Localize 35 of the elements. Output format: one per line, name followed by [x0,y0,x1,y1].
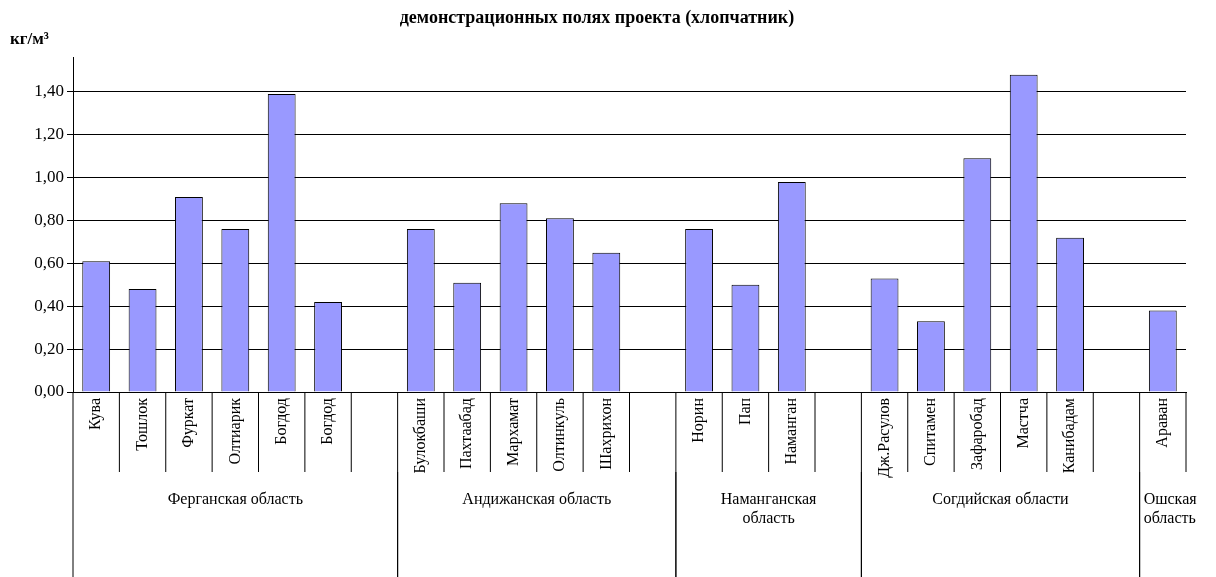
x-tick-label: Мастча [1013,398,1031,449]
x-tick-label: Богдод [271,398,290,445]
x-tick-label: Олтиарик [225,397,244,465]
x-tick-label: Дж.Расулов [874,397,893,478]
x-tick-label: Мархамат [503,398,522,466]
x-tick-label: Булокбаши [411,397,430,474]
x-tick-label: Зафаробад [967,398,986,470]
x-tick-label: Наманган [782,397,800,465]
x-tick-label: Шахрихон [596,397,615,470]
text: Наманганская область [720,489,818,526]
y-tick-label: 1,20 [34,124,64,144]
text: Ошская область [1143,489,1198,526]
x-tick-label: Канибадам [1060,398,1079,474]
x-tick-label: Тошлок [132,397,150,451]
chart-title: демонстрационных полях проекта (хлопчатник) [399,7,795,29]
y-tick-label: 1,40 [34,81,64,101]
x-tick-label: Пахтаабад [457,398,476,470]
x-tick-label: Пап [735,397,753,426]
y-tick-label: 0,20 [34,338,64,358]
x-tick-label: Спитамен [921,397,939,466]
text: Ферганская область [167,490,303,509]
y-tick-label: 0,60 [34,252,64,272]
x-tick-label: Норин [689,397,708,443]
text: Андижанская область [462,490,612,509]
y-tick-label: 1,00 [34,167,64,187]
text: Согдийская области [932,490,1070,509]
y-tick-label: 0,80 [34,209,64,229]
y-tick-label: 0,00 [34,381,64,401]
y-axis-title: кг/м³ [10,29,49,48]
x-tick-label: Кува [86,398,105,430]
x-tick-label: Араван [1153,397,1172,448]
x-tick-label: Олтинкуль [550,398,569,472]
x-tick-label: Фуркат [179,398,198,448]
y-tick-label: 0,40 [34,295,64,315]
x-tick-label: Богдод [318,398,337,445]
